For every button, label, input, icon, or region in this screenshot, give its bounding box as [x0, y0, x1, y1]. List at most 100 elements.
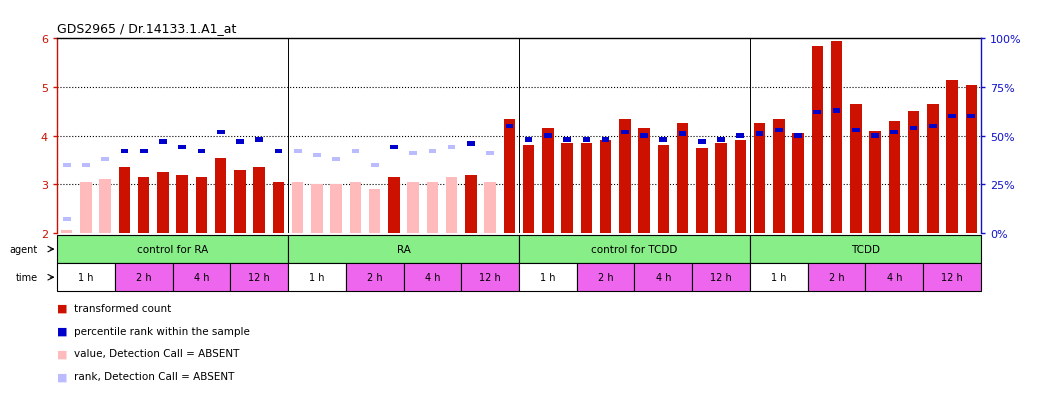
- Bar: [775, 128, 783, 133]
- Bar: [927, 105, 938, 233]
- Bar: [679, 132, 686, 137]
- Bar: [947, 81, 958, 233]
- Text: value, Detection Call = ABSENT: value, Detection Call = ABSENT: [74, 349, 239, 358]
- Text: ■: ■: [57, 371, 67, 381]
- Bar: [580, 144, 592, 233]
- Bar: [523, 146, 535, 233]
- Bar: [698, 140, 706, 144]
- Bar: [429, 150, 436, 154]
- Bar: [352, 150, 359, 154]
- Bar: [176, 175, 188, 233]
- Bar: [253, 168, 265, 233]
- Bar: [503, 119, 515, 233]
- Bar: [965, 85, 977, 233]
- Bar: [57, 235, 288, 263]
- Bar: [371, 163, 379, 168]
- Bar: [404, 263, 461, 292]
- Text: 1 h: 1 h: [771, 273, 787, 282]
- Bar: [525, 138, 532, 142]
- Bar: [236, 140, 244, 144]
- Bar: [891, 130, 898, 135]
- Text: 1 h: 1 h: [309, 273, 325, 282]
- Bar: [230, 263, 288, 292]
- Text: 2 h: 2 h: [598, 273, 613, 282]
- Bar: [737, 134, 744, 138]
- Text: 4 h: 4 h: [656, 273, 672, 282]
- Text: GDS2965 / Dr.14133.1.A1_at: GDS2965 / Dr.14133.1.A1_at: [57, 22, 237, 35]
- Bar: [967, 115, 975, 119]
- Bar: [600, 141, 611, 233]
- Bar: [794, 134, 802, 138]
- Bar: [63, 218, 71, 222]
- Bar: [773, 119, 785, 233]
- Bar: [754, 124, 765, 233]
- Bar: [288, 263, 346, 292]
- Text: 4 h: 4 h: [194, 273, 210, 282]
- Bar: [908, 112, 920, 233]
- Bar: [407, 183, 419, 233]
- Text: 12 h: 12 h: [248, 273, 270, 282]
- Text: control for RA: control for RA: [137, 244, 209, 254]
- Bar: [850, 105, 862, 233]
- Bar: [659, 138, 667, 142]
- Bar: [447, 146, 456, 150]
- Bar: [368, 190, 380, 233]
- Bar: [832, 109, 841, 113]
- Bar: [715, 144, 727, 233]
- Bar: [157, 173, 169, 233]
- Text: ■: ■: [57, 349, 67, 358]
- Bar: [172, 263, 230, 292]
- Bar: [350, 183, 361, 233]
- Text: control for TCDD: control for TCDD: [592, 244, 678, 254]
- Text: RA: RA: [397, 244, 410, 254]
- Bar: [519, 263, 577, 292]
- Bar: [82, 163, 90, 168]
- Bar: [120, 150, 129, 154]
- Bar: [195, 178, 208, 233]
- Text: 4 h: 4 h: [425, 273, 440, 282]
- Text: 1 h: 1 h: [78, 273, 93, 282]
- Bar: [118, 168, 130, 233]
- Bar: [634, 263, 692, 292]
- Bar: [63, 163, 71, 168]
- Bar: [390, 146, 398, 150]
- Bar: [866, 263, 923, 292]
- Bar: [179, 146, 186, 150]
- Text: ■: ■: [57, 303, 67, 313]
- Bar: [792, 134, 803, 233]
- Bar: [582, 138, 591, 142]
- Bar: [61, 231, 73, 233]
- Text: 12 h: 12 h: [941, 273, 963, 282]
- Bar: [138, 178, 149, 233]
- Bar: [696, 148, 708, 233]
- Bar: [852, 128, 859, 133]
- Bar: [519, 235, 749, 263]
- Text: 12 h: 12 h: [710, 273, 732, 282]
- Bar: [330, 185, 342, 233]
- Bar: [869, 131, 881, 233]
- Bar: [749, 263, 808, 292]
- Text: percentile rank within the sample: percentile rank within the sample: [74, 326, 249, 336]
- Bar: [197, 150, 206, 154]
- Text: rank, Detection Call = ABSENT: rank, Detection Call = ABSENT: [74, 371, 235, 381]
- Bar: [115, 263, 172, 292]
- Bar: [80, 183, 91, 233]
- Bar: [619, 119, 631, 233]
- Text: 4 h: 4 h: [886, 273, 902, 282]
- Bar: [814, 111, 821, 115]
- Bar: [756, 132, 763, 137]
- Bar: [749, 235, 981, 263]
- Bar: [100, 180, 111, 233]
- Bar: [602, 138, 609, 142]
- Text: TCDD: TCDD: [851, 244, 880, 254]
- Bar: [812, 47, 823, 233]
- Bar: [311, 185, 323, 233]
- Bar: [506, 124, 513, 129]
- Text: 2 h: 2 h: [828, 273, 844, 282]
- Text: 2 h: 2 h: [136, 273, 152, 282]
- Bar: [717, 138, 725, 142]
- Bar: [735, 141, 746, 233]
- Bar: [275, 150, 282, 154]
- Bar: [871, 134, 879, 138]
- Text: transformed count: transformed count: [74, 303, 171, 313]
